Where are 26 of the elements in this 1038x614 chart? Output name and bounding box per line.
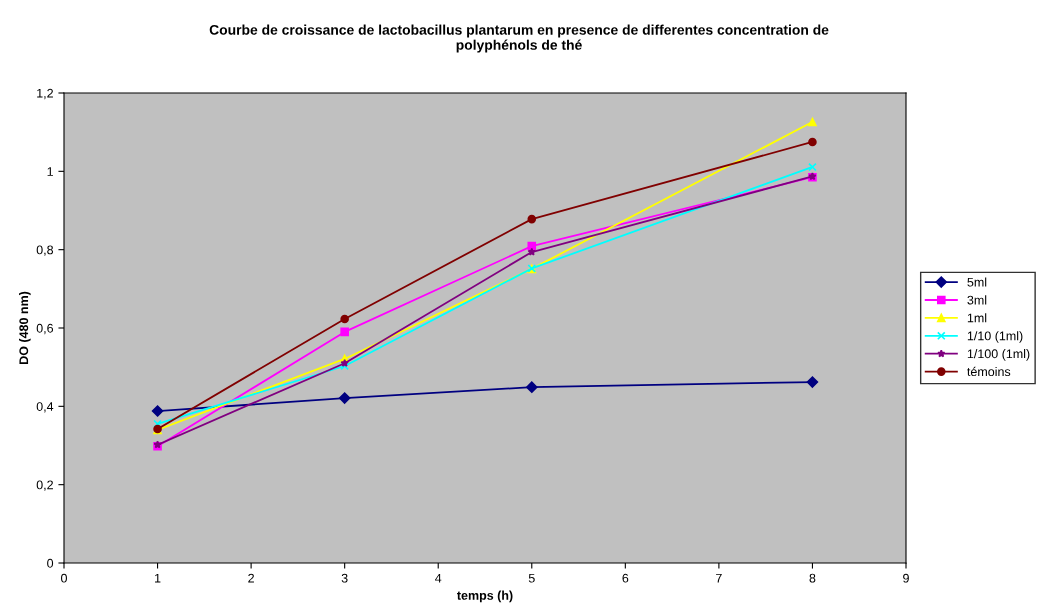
x-tick-label: 2: [248, 573, 254, 583]
x-axis-title: temps (h): [457, 590, 513, 603]
y-tick-label: 0: [47, 558, 54, 568]
y-tick-label: 1: [47, 167, 53, 176]
x-tick-label: 9: [903, 573, 909, 583]
x-tick-label: 7: [716, 573, 722, 583]
x-tick-label: 8: [809, 573, 816, 583]
x-tick-label: 4: [435, 573, 442, 583]
legend-label: 5ml: [967, 277, 987, 287]
legend-label: 1ml: [967, 313, 987, 323]
legend-label: 1/100 (1ml): [967, 349, 1030, 361]
x-tick-label: 0: [61, 573, 67, 583]
x-tick-label: 1: [155, 573, 161, 583]
y-tick-label: 0,8: [36, 245, 54, 256]
y-tick-label: 1,2: [37, 88, 53, 100]
x-tick-label: 6: [622, 573, 629, 583]
x-tick-label: 3: [341, 573, 348, 583]
y-axis-title: DO (480 nm): [19, 291, 31, 364]
y-tick-label: 0,2: [36, 480, 53, 491]
legend-label: témoins: [967, 366, 1011, 377]
chart-title: Courbe de croissance de lactobacillus plantarum en presence de differentes concentration de polyphénols de thé: [209, 24, 829, 53]
legend-label: 3ml: [967, 295, 987, 305]
y-tick-label: 0,4: [36, 402, 54, 413]
y-tick-label: 0,6: [36, 323, 54, 335]
x-tick-label: 5: [528, 573, 535, 583]
legend-label: 1/10 (1ml): [967, 331, 1023, 343]
